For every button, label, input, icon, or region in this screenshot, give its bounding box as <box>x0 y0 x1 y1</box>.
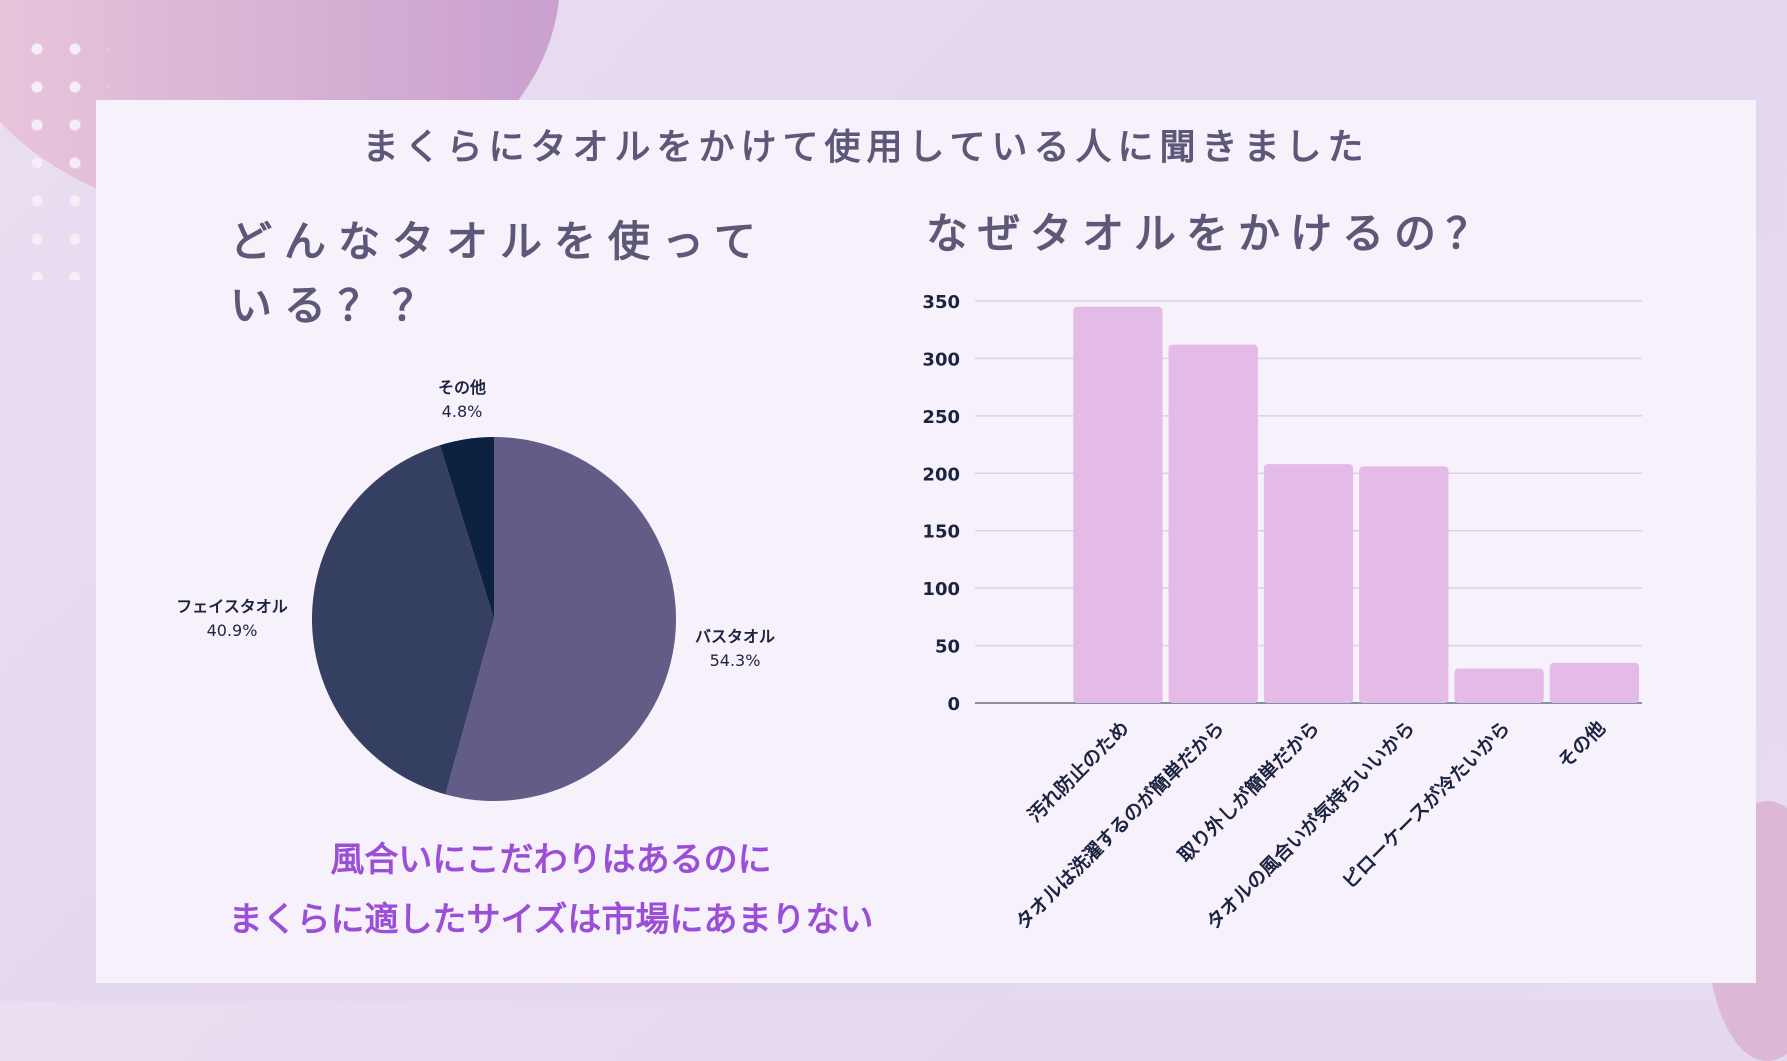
pie-slice <box>311 445 494 795</box>
bar <box>1263 464 1354 703</box>
y-tick-label: 350 <box>922 292 960 313</box>
x-tick-label: タオルの風合いが気持ちいいから <box>1202 716 1420 934</box>
y-tick-label: 200 <box>922 464 960 485</box>
pie-percent: 40.9% <box>207 621 258 640</box>
y-tick-label: 150 <box>922 522 960 543</box>
x-tick-label: ピローケースが冷たいから <box>1338 716 1515 893</box>
pie-slice <box>445 437 676 801</box>
decorative-dots <box>18 30 108 280</box>
charts-layer: バスタオル 54.3% フェイスタオル 40.9% その他 4.8% 0 50 100 150 20… <box>176 292 1642 934</box>
pie-heading: どんなタオルを使っている？？ <box>230 217 768 330</box>
bar-heading: なぜタオルをかけるの？ <box>926 209 1499 258</box>
note-line-1: 風合いにこだわりはあるのに <box>330 840 772 880</box>
pie-label: フェイスタオル <box>176 597 288 616</box>
slide-card: まくらにタオルをかけて使用している人に聞きました どんなタオルを使っている？？ … <box>96 100 1756 983</box>
pie-percent: 4.8% <box>442 402 483 421</box>
pie-percent: 54.3% <box>710 651 761 670</box>
y-tick-label: 100 <box>922 579 960 600</box>
note-line-2: まくらに適したサイズは市場にあまりない <box>228 900 874 940</box>
conclusion-note: 風合いにこだわりはあるのに まくらに適したサイズは市場にあまりない <box>206 830 896 950</box>
pie-label: その他 <box>438 378 486 397</box>
y-tick-label: 50 <box>935 637 960 658</box>
page-title-text: まくらにタオルをかけて使用している人に聞きました <box>362 127 1370 168</box>
x-tick-label: 汚れ防止のため <box>1023 716 1133 826</box>
y-tick-label: 300 <box>922 349 960 370</box>
bar <box>1359 466 1449 703</box>
x-tick-label: タオルは洗濯するのが簡単だから <box>1011 716 1229 934</box>
bar <box>1073 306 1163 703</box>
page-title: まくらにタオルをかけて使用している人に聞きました <box>96 118 1756 170</box>
pie-label: バスタオル <box>695 627 775 646</box>
pie-slice <box>439 437 494 619</box>
bar <box>1454 668 1544 703</box>
x-tick-label: その他 <box>1553 716 1610 773</box>
y-tick-label: 0 <box>947 694 960 715</box>
y-tick-label: 250 <box>922 407 960 428</box>
bar <box>1168 344 1258 703</box>
bar <box>1549 662 1639 703</box>
